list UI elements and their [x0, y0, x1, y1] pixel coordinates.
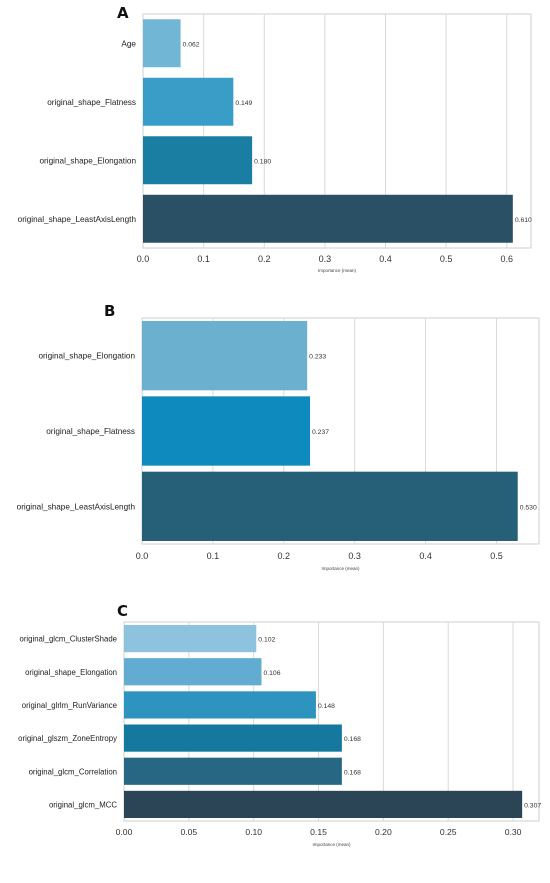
category-label: Age: [121, 39, 136, 48]
data-label: 0.168: [344, 769, 361, 776]
x-tick-label: 0.5: [440, 254, 453, 264]
bar: [143, 77, 234, 126]
category-label: original_glcm_MCC: [49, 800, 117, 809]
x-tick-label: 0.15: [310, 827, 327, 837]
category-label: original_shape_Elongation: [38, 352, 135, 361]
data-label: 0.610: [515, 217, 532, 224]
bar: [142, 471, 518, 541]
bar: [124, 790, 523, 819]
x-axis-label: Importance (mean): [312, 842, 351, 847]
x-tick-label: 0.1: [207, 551, 220, 561]
data-label: 0.062: [183, 41, 200, 48]
bar-chart-b: original_shape_Elongation 0.233 original_s…: [17, 317, 540, 571]
category-label: original_shape_Elongation: [25, 668, 117, 677]
panel-letter: A: [117, 4, 129, 22]
x-tick-label: 0.4: [379, 254, 392, 264]
bar: [142, 396, 311, 466]
x-tick-label: 0.4: [419, 551, 432, 561]
bar: [143, 136, 253, 185]
panel-a: A Age 0.062 original_shape_Flatness 0.149 or…: [0, 0, 550, 282]
x-axis-label: Importance (mean): [321, 566, 360, 571]
data-label: 0.149: [235, 100, 252, 107]
x-tick-label: 0.0: [137, 254, 150, 264]
x-tick-label: 0.3: [319, 254, 332, 264]
x-tick-label: 0.1: [197, 254, 210, 264]
bar: [124, 724, 342, 752]
x-tick-label: 0.3: [348, 551, 361, 561]
data-label: 0.148: [318, 703, 335, 710]
data-label: 0.106: [263, 670, 280, 677]
bar-chart-a: Age 0.062 original_shape_Flatness 0.149 orig…: [18, 13, 532, 273]
bar: [142, 321, 308, 391]
data-label: 0.530: [520, 504, 537, 511]
bar: [124, 757, 342, 785]
category-label: original_shape_Elongation: [39, 156, 136, 165]
category-label: original_shape_LeastAxisLength: [17, 502, 136, 511]
x-axis-label: Importance (mean): [318, 268, 357, 273]
category-label: original_shape_Flatness: [47, 98, 136, 107]
data-label: 0.180: [254, 158, 271, 165]
category-label: original_glcm_ClusterShade: [19, 635, 117, 644]
panel-b: B original_shape_Elongation 0.233 original…: [0, 296, 550, 582]
bar: [143, 19, 181, 68]
category-label: original_glcm_Correlation: [29, 767, 117, 776]
x-tick-label: 0.10: [245, 827, 262, 837]
x-tick-label: 0.25: [440, 827, 457, 837]
plot-area: [123, 621, 540, 822]
bar: [124, 624, 257, 653]
x-tick-label: 0.6: [500, 254, 513, 264]
data-label: 0.307: [524, 802, 541, 809]
x-tick-label: 0.2: [278, 551, 291, 561]
data-label: 0.102: [258, 637, 275, 644]
x-tick-label: 0.5: [490, 551, 503, 561]
x-tick-label: 0.0: [136, 551, 149, 561]
bar: [124, 658, 262, 686]
x-tick-label: 0.20: [375, 827, 392, 837]
category-label: original_glszm_ZoneEntropy: [18, 734, 117, 743]
panel-c: C original_glcm_ClusterShade 0.102 origina…: [0, 596, 550, 878]
panel-letter: B: [104, 302, 116, 320]
bar: [143, 194, 513, 243]
data-label: 0.233: [309, 354, 326, 361]
data-label: 0.237: [312, 429, 329, 436]
x-tick-label: 0.05: [180, 827, 197, 837]
x-tick-label: 0.30: [505, 827, 522, 837]
bar: [124, 691, 316, 719]
category-label: original_shape_Flatness: [46, 427, 135, 436]
x-tick-label: 0.2: [258, 254, 271, 264]
data-label: 0.168: [344, 736, 361, 743]
category-label: original_shape_LeastAxisLength: [18, 215, 137, 224]
category-label: original_glrlm_RunVariance: [22, 701, 117, 710]
bar-chart-c: original_glcm_ClusterShade 0.102 original_…: [18, 621, 541, 847]
panel-letter: C: [117, 602, 129, 620]
x-tick-label: 0.00: [116, 827, 133, 837]
